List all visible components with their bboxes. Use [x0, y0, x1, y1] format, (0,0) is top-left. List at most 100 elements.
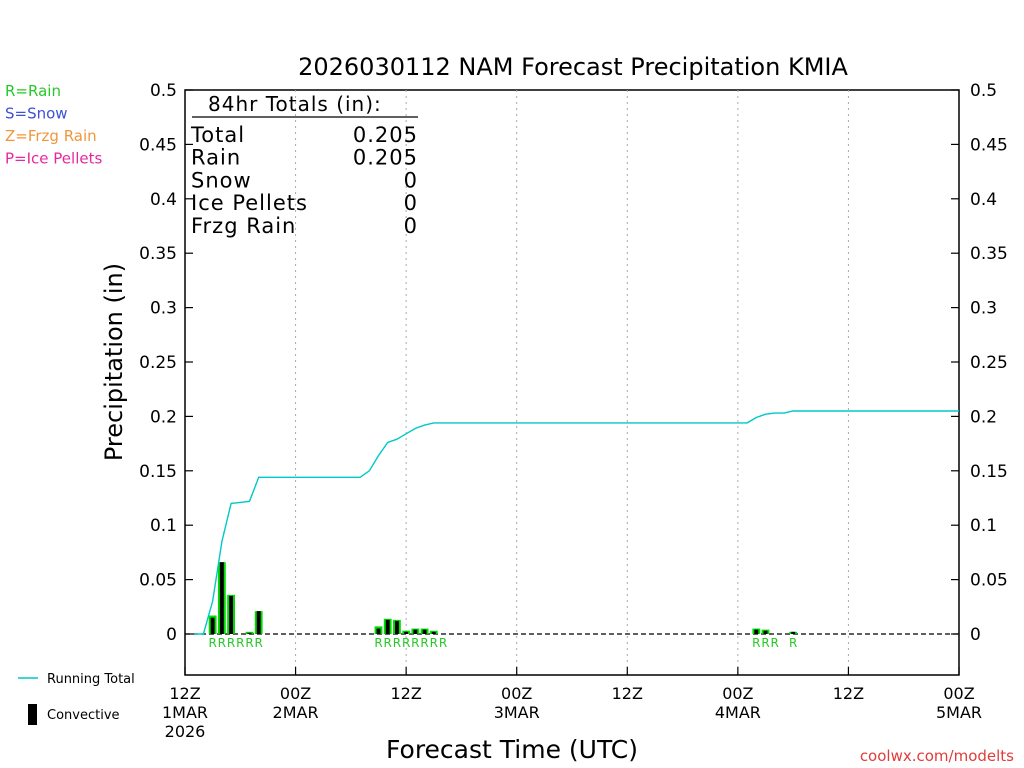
legend-label: Convective: [47, 708, 120, 723]
convective-bar: [210, 617, 215, 634]
y-tick-label-left: 0.05: [139, 571, 177, 591]
ptype-legend-item: Z=Frzg Rain: [5, 127, 97, 145]
x-tick-label: 00Z: [943, 684, 974, 703]
y-tick-label-right: 0.25: [970, 353, 1008, 373]
x-tick-label: 12Z: [833, 684, 864, 703]
convective-bar: [791, 631, 796, 634]
convective-bar: [385, 619, 390, 634]
y-tick-label-left: 0.5: [150, 81, 177, 101]
precip-bars: [208, 562, 798, 634]
convective-bar: [247, 632, 252, 634]
ptype-marker: R: [245, 636, 253, 650]
y-tick-label-left: 0.3: [150, 299, 177, 319]
x-tick-label: 3MAR: [494, 703, 540, 722]
x-tick-label: 00Z: [501, 684, 532, 703]
y-axis-right: 0 0.05 0.1 0.15 0.2 0.25 0.3 0.35 0.4 0.45 0.5: [951, 81, 1008, 645]
convective-bar: [256, 611, 261, 634]
running-total-line: [194, 410, 959, 635]
x-tick-label: 1MAR: [162, 703, 208, 722]
y-tick-label-right: 0.1: [970, 516, 997, 536]
convective-bar: [404, 631, 409, 634]
x-tick-label: 00Z: [280, 684, 311, 703]
totals-value: 0.205: [353, 146, 418, 170]
ptype-marker: R: [384, 636, 392, 650]
x-tick-label: 12Z: [169, 684, 200, 703]
ptype-marker: R: [761, 636, 769, 650]
x-tick-label: 2MAR: [273, 703, 319, 722]
convective-bar: [763, 630, 768, 634]
y-tick-label-left: 0.4: [150, 190, 177, 210]
y-tick-label-left: 0.15: [139, 462, 177, 482]
totals-label: Ice Pellets: [191, 191, 308, 215]
plot-frame: [184, 89, 960, 676]
ptype-marker: R: [227, 636, 235, 650]
ptype-marker: R: [393, 636, 401, 650]
convective-bar: [394, 620, 399, 634]
x-axis-label: Forecast Time (UTC): [386, 735, 638, 764]
convective-bar: [422, 629, 427, 634]
ptype-legend: R=Rain S=Snow Z=Frzg Rain P=Ice Pellets: [5, 82, 102, 168]
y-tick-label-right: 0.5: [970, 81, 997, 101]
convective-bar: [229, 595, 234, 634]
ptype-marker: R: [402, 636, 410, 650]
ptype-legend-item: P=Ice Pellets: [5, 150, 102, 168]
ptype-marker: R: [208, 636, 216, 650]
totals-box: 84hr Totals (in): Total 0.205 Rain 0.205 Snow…: [190, 92, 418, 238]
totals-value: 0: [404, 168, 418, 192]
ptype-legend-item: R=Rain: [5, 82, 61, 100]
x-tick-label: 12Z: [612, 684, 643, 703]
y-tick-label-right: 0.2: [970, 407, 997, 427]
y-tick-label-right: 0.4: [970, 190, 997, 210]
y-tick-label-right: 0.3: [970, 299, 997, 319]
credit-text: coolwx.com/modelts: [860, 747, 1014, 765]
convective-bar: [431, 631, 436, 634]
x-tick-label: 00Z: [722, 684, 753, 703]
y-tick-label-left: 0: [166, 625, 177, 645]
y-tick-label-right: 0: [970, 625, 981, 645]
y-tick-label-right: 0.45: [970, 135, 1008, 155]
grid-lines: [295, 90, 849, 675]
x-tick-label: 4MAR: [715, 703, 761, 722]
totals-heading: 84hr Totals (in):: [208, 92, 382, 116]
ptype-marker: R: [752, 636, 760, 650]
ptype-marker: R: [420, 636, 428, 650]
y-tick-label-left: 0.2: [150, 407, 177, 427]
ptype-marker: R: [771, 636, 779, 650]
ptype-legend-item: S=Snow: [5, 105, 68, 123]
y-axis-left: 0 0.05 0.1 0.15 0.2 0.25 0.3 0.35 0.4 0.45 0.5: [139, 81, 193, 645]
ptype-marker: R: [430, 636, 438, 650]
ptype-marker: R: [789, 636, 797, 650]
y-tick-label-right: 0.15: [970, 462, 1008, 482]
y-tick-label-left: 0.35: [139, 244, 177, 264]
totals-value: 0: [404, 214, 418, 238]
y-tick-label-right: 0.05: [970, 571, 1008, 591]
totals-label: Rain: [191, 146, 241, 170]
y-axis-label: Precipitation (in): [100, 263, 128, 461]
totals-value: 0: [404, 191, 418, 215]
legend-label: Running Total: [47, 672, 135, 687]
ptype-marker: R: [439, 636, 447, 650]
series-legend: Running Total Convective: [18, 672, 135, 725]
legend-swatch-bar: [28, 704, 37, 725]
y-tick-label-left: 0.45: [139, 135, 177, 155]
totals-label: Snow: [191, 168, 252, 192]
convective-bar: [754, 629, 759, 634]
totals-label: Frzg Rain: [191, 214, 296, 238]
ptype-marker: R: [218, 636, 226, 650]
y-tick-label-left: 0.25: [139, 353, 177, 373]
ptype-marker: R: [374, 636, 382, 650]
ptype-marker: R: [255, 636, 263, 650]
convective-bar: [376, 628, 381, 634]
convective-bar: [219, 562, 224, 634]
chart-title: 2026030112 NAM Forecast Precipitation KM…: [298, 53, 848, 81]
convective-bar: [413, 629, 418, 634]
y-tick-label-left: 0.1: [150, 516, 177, 536]
x-tick-label: 2026: [165, 722, 206, 741]
ptype-marker: R: [411, 636, 419, 650]
x-tick-label: 5MAR: [936, 703, 982, 722]
y-tick-label-right: 0.35: [970, 244, 1008, 264]
ptype-marker: R: [236, 636, 244, 650]
